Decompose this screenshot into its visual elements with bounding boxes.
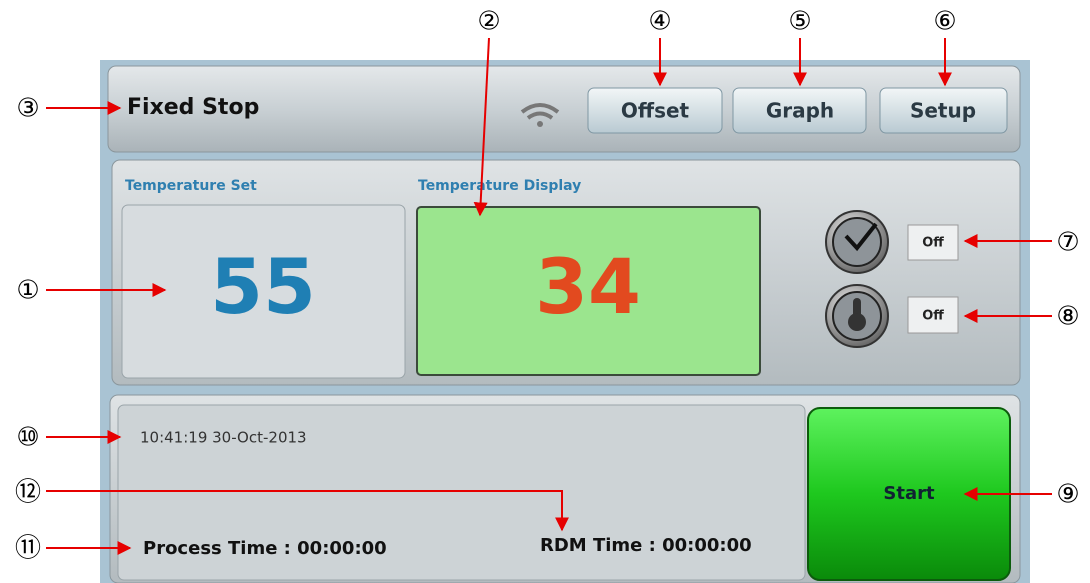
start-label: Start: [883, 483, 935, 504]
callout: ⑤: [788, 7, 811, 37]
rdm-time: RDM Time : 00:00:00: [540, 535, 752, 556]
temperature-set-value: 55: [210, 242, 316, 331]
status-box: [117, 404, 806, 581]
callout: ①: [16, 276, 39, 306]
offset-button[interactable]: [587, 87, 723, 134]
callout: ⑦: [1056, 228, 1079, 258]
setup-button[interactable]: [879, 87, 1008, 134]
temperature-display-value: 34: [535, 242, 641, 331]
graph-button[interactable]: [732, 87, 867, 134]
button-label: Setup: [910, 99, 976, 123]
temperature-display-box: [416, 206, 761, 376]
datetime: 10:41:19 30-Oct-2013: [140, 429, 307, 447]
callout-arrows: [46, 37, 1052, 555]
callout: ⑩: [16, 423, 39, 453]
temperature-set-box[interactable]: [121, 204, 406, 379]
timer-toggle[interactable]: [907, 224, 959, 261]
callout: ⑪: [15, 534, 41, 564]
wifi-icon: [520, 103, 560, 127]
callout: ⑨: [1056, 480, 1079, 510]
callout: ③: [16, 94, 39, 124]
callout: ⑥: [933, 7, 956, 37]
button-label: Graph: [766, 99, 834, 123]
callout: ④: [648, 7, 671, 37]
toggle-status: Off: [922, 236, 944, 251]
display-label: Temperature Display: [418, 178, 581, 194]
callout: ⑧: [1056, 302, 1079, 332]
set-label: Temperature Set: [125, 178, 257, 194]
toggle-status: Off: [922, 309, 944, 324]
mode-title: Fixed Stop: [127, 95, 259, 120]
process-time: Process Time : 00:00:00: [143, 538, 387, 559]
timer-icon[interactable]: [825, 210, 889, 274]
callout: ⑫: [15, 478, 41, 508]
button-label: Offset: [621, 99, 690, 123]
thermo-toggle[interactable]: [907, 296, 959, 334]
callout: ②: [477, 7, 500, 37]
thermometer-icon[interactable]: [825, 284, 889, 348]
